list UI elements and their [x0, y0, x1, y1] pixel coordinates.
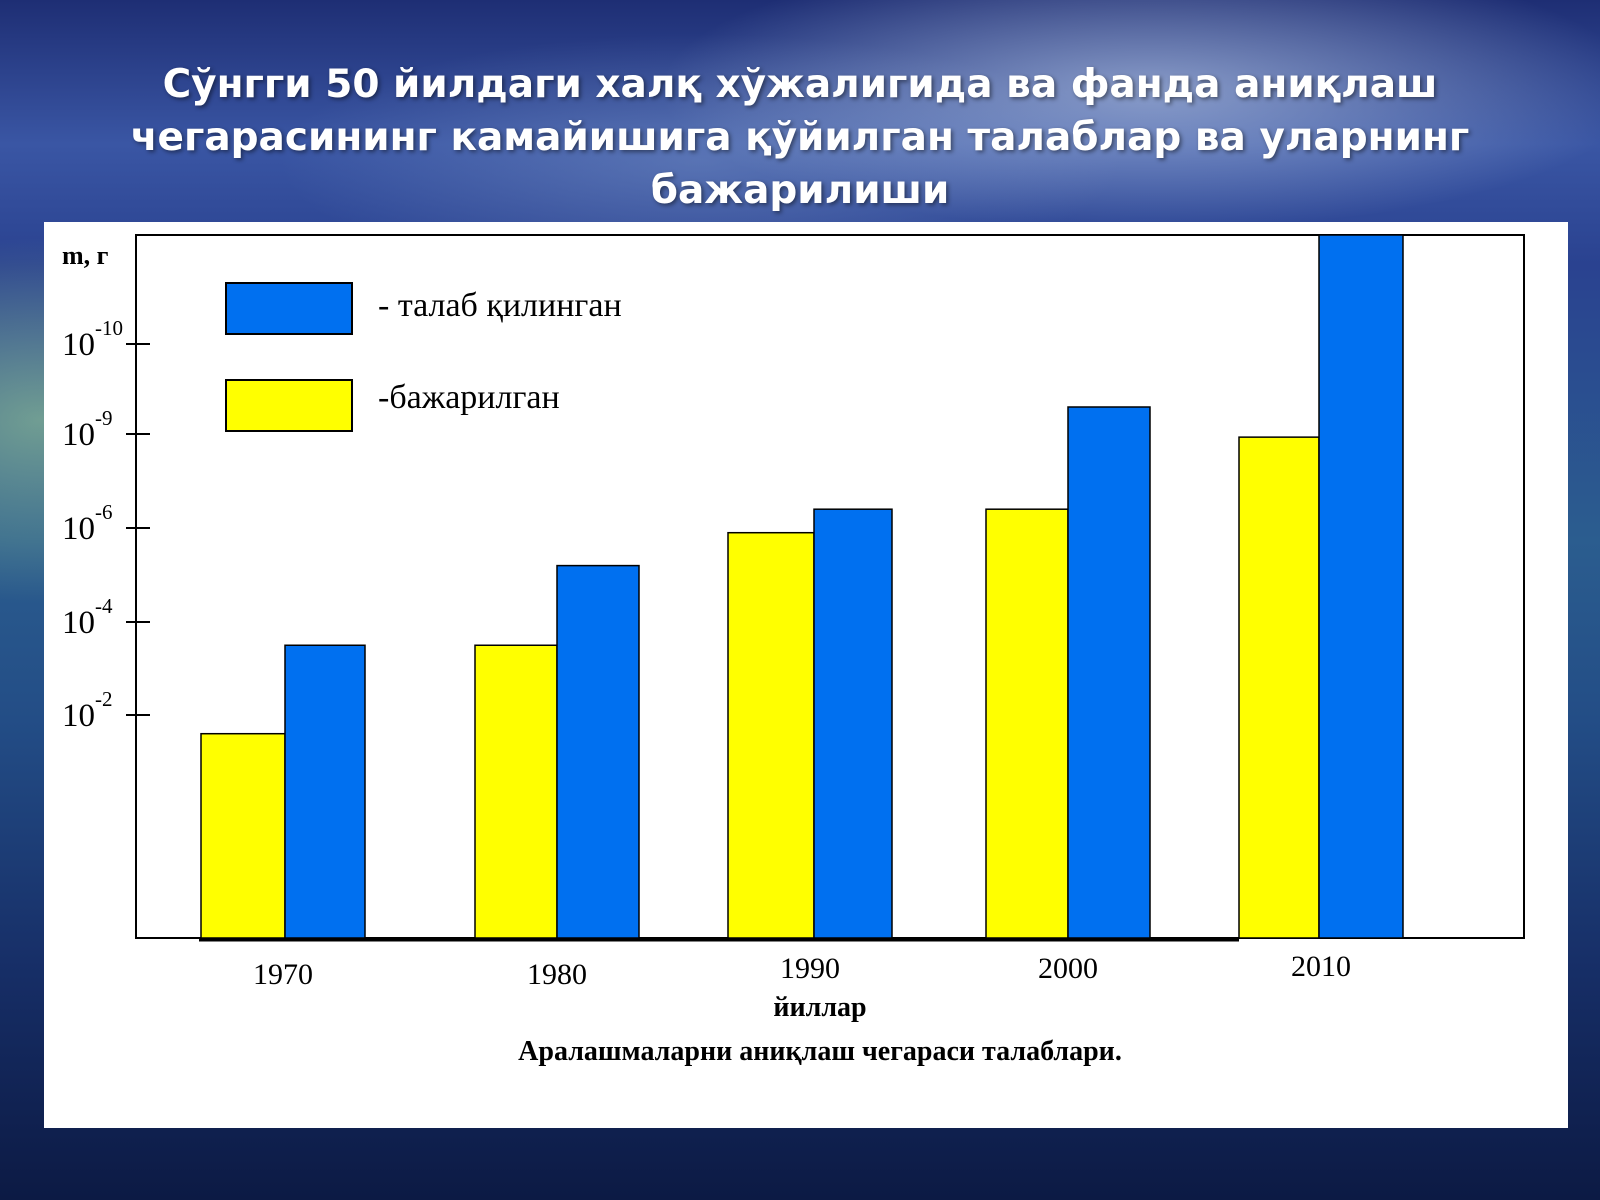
title-line-1: Сўнгги 50 йилдаги халқ хўжалигида ва фан…: [162, 62, 1438, 107]
x-axis-label: йиллар: [773, 992, 866, 1023]
slide-title: Сўнгги 50 йилдаги халқ хўжалигида ва фан…: [60, 58, 1540, 217]
y-tick-label: 10-2: [62, 687, 113, 734]
bar-required-1990: [813, 508, 893, 939]
chart-panel: m, г - талаб қилинган -бажарилган 10-2 10…: [44, 222, 1568, 1128]
bar-required-2000: [1067, 406, 1151, 939]
y-axis-label: m, г: [62, 241, 109, 270]
bar-achieved-1980: [474, 644, 558, 939]
x-tick-labels: 1970 1980 1990 2000 2010: [253, 950, 1351, 991]
title-line-2: чегарасининг камайишига қўйилган талабла…: [130, 115, 1470, 160]
y-tick-label: 10-9: [62, 406, 113, 453]
legend-swatch-achieved: [225, 379, 353, 432]
bar-achieved-2000: [985, 508, 1069, 939]
x-tick-label-1970: 1970: [253, 958, 313, 991]
bar-achieved-1970: [200, 732, 286, 939]
bar-achieved-2010: [1238, 436, 1320, 939]
bars: [200, 234, 1404, 939]
y-tick-label: 10-10: [62, 316, 123, 363]
x-tick-label-1980: 1980: [527, 958, 587, 991]
bar-required-2010: [1318, 234, 1404, 939]
legend-swatch-required: [225, 282, 353, 335]
bar-required-1980: [556, 564, 640, 939]
bar-chart: m, г - талаб қилинган -бажарилган 10-210…: [62, 234, 1525, 1067]
title-line-3: бажарилиши: [650, 168, 950, 213]
y-tick-label: 10-4: [62, 594, 113, 641]
legend-label-required: - талаб қилинган: [378, 287, 622, 324]
chart-caption: Аралашмаларни аниқлаш чегараси талаблари…: [518, 1036, 1122, 1067]
bar-achieved-1990: [727, 531, 815, 939]
x-tick-label-2010: 2010: [1291, 950, 1351, 983]
y-ticks: 10-2 10-4 10-6 10-9 10-10: [62, 316, 150, 734]
bar-required-1970: [284, 644, 366, 939]
legend: - талаб қилинган -бажарилган: [225, 282, 622, 432]
x-tick-label-2000: 2000: [1038, 952, 1098, 985]
legend-label-achieved: -бажарилган: [378, 379, 560, 416]
x-tick-label-1990: 1990: [780, 952, 840, 985]
y-tick-label: 10-6: [62, 500, 113, 547]
